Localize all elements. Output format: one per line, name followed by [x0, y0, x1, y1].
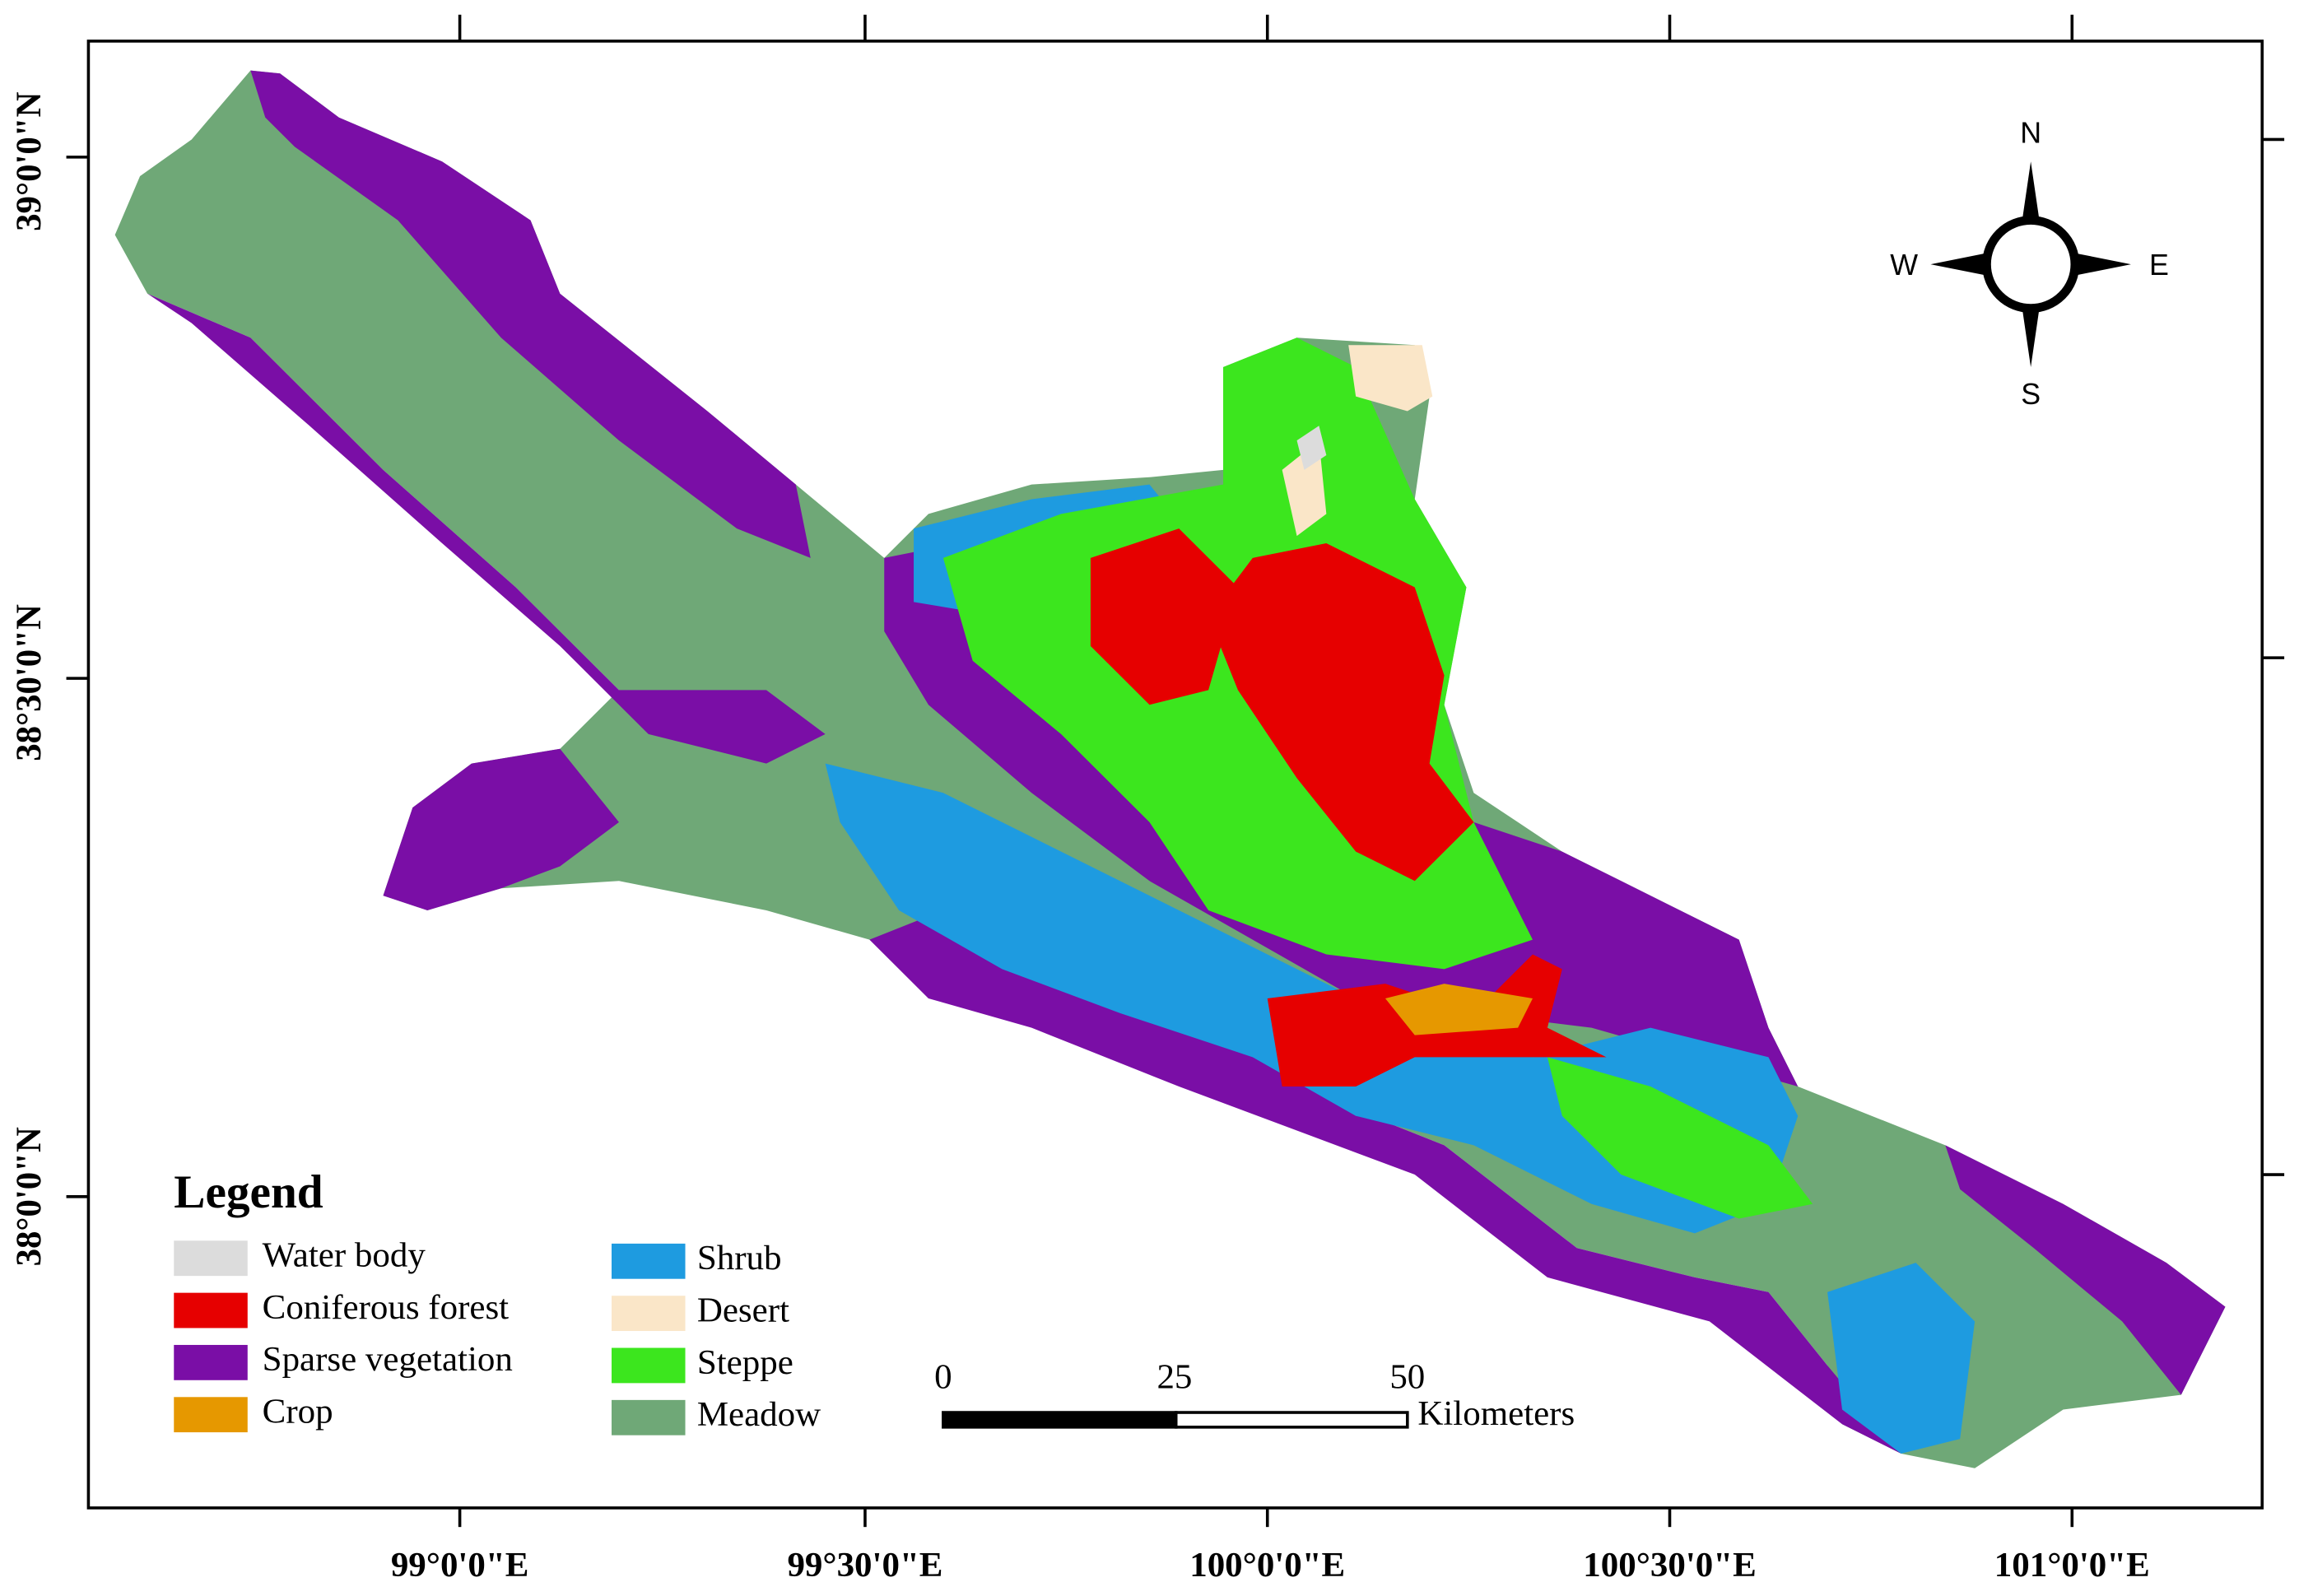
- compass-label: E: [2149, 249, 2169, 282]
- coniferous-area: [1090, 528, 1238, 705]
- legend-label: Steppe: [697, 1343, 793, 1382]
- compass: [1930, 161, 2131, 367]
- frame-ticks: [66, 14, 2285, 1528]
- sparse-area: [1945, 1145, 2226, 1395]
- scale-unit: Kilometers: [1417, 1394, 1575, 1433]
- scale-bar-segment: [942, 1411, 1178, 1429]
- legend-swatch: [174, 1397, 248, 1433]
- longitude-label: 101°0'0"E: [1994, 1546, 2150, 1584]
- longitude-label: 99°0'0"E: [391, 1546, 529, 1584]
- latitude-label: 39°0'0"N: [10, 92, 49, 231]
- legend-swatch: [174, 1292, 248, 1328]
- legend-swatch: [174, 1344, 248, 1380]
- legend-swatch: [612, 1399, 686, 1435]
- land-cover: [114, 70, 2226, 1468]
- longitude-label: 100°30'0"E: [1583, 1546, 1756, 1584]
- shrub-area: [1827, 1263, 1976, 1454]
- legend-label: Coniferous forest: [263, 1288, 510, 1327]
- legend-swatch: [612, 1347, 686, 1384]
- axis-labels: 99°0'0"E 99°30'0"E 100°0'0"E 100°30'0"E 101°…: [10, 92, 2150, 1584]
- legend-swatch: [612, 1296, 686, 1332]
- scale-label: 0: [934, 1358, 952, 1397]
- compass-label: W: [1890, 249, 1918, 282]
- legend: Water body Coniferous forest Sparse vegeta…: [174, 1236, 821, 1435]
- compass-label: S: [2021, 378, 2041, 411]
- sparse-area: [250, 70, 811, 558]
- legend-label: Crop: [263, 1393, 333, 1431]
- scale-bar-segment: [1174, 1411, 1409, 1429]
- longitude-label: 99°30'0"E: [787, 1546, 942, 1584]
- latitude-label: 38°0'0"N: [10, 1127, 49, 1266]
- scale-label: 50: [1389, 1358, 1425, 1397]
- legend-label: Water body: [263, 1236, 426, 1275]
- steppe-area: [1547, 1057, 1813, 1219]
- sparse-area: [147, 293, 826, 764]
- legend-label: Sparse vegetation: [263, 1340, 513, 1379]
- legend-label: Shrub: [697, 1239, 782, 1277]
- legend-label: Meadow: [697, 1395, 821, 1434]
- water-area: [1296, 426, 1327, 470]
- desert-area: [1348, 345, 1433, 412]
- coniferous-area: [1208, 543, 1474, 882]
- legend-swatch: [612, 1243, 686, 1279]
- legend-title: Legend: [174, 1166, 323, 1218]
- longitude-label: 100°0'0"E: [1189, 1546, 1345, 1584]
- sparse-area: [869, 910, 1901, 1454]
- sparse-area: [383, 748, 619, 910]
- desert-area: [1282, 440, 1327, 537]
- compass-label: N: [2020, 117, 2041, 150]
- latitude-label: 38°30'0"N: [10, 604, 49, 761]
- legend-swatch: [174, 1240, 248, 1277]
- scale-label: 25: [1156, 1358, 1192, 1397]
- crop-area: [1385, 984, 1533, 1035]
- legend-label: Desert: [697, 1291, 789, 1330]
